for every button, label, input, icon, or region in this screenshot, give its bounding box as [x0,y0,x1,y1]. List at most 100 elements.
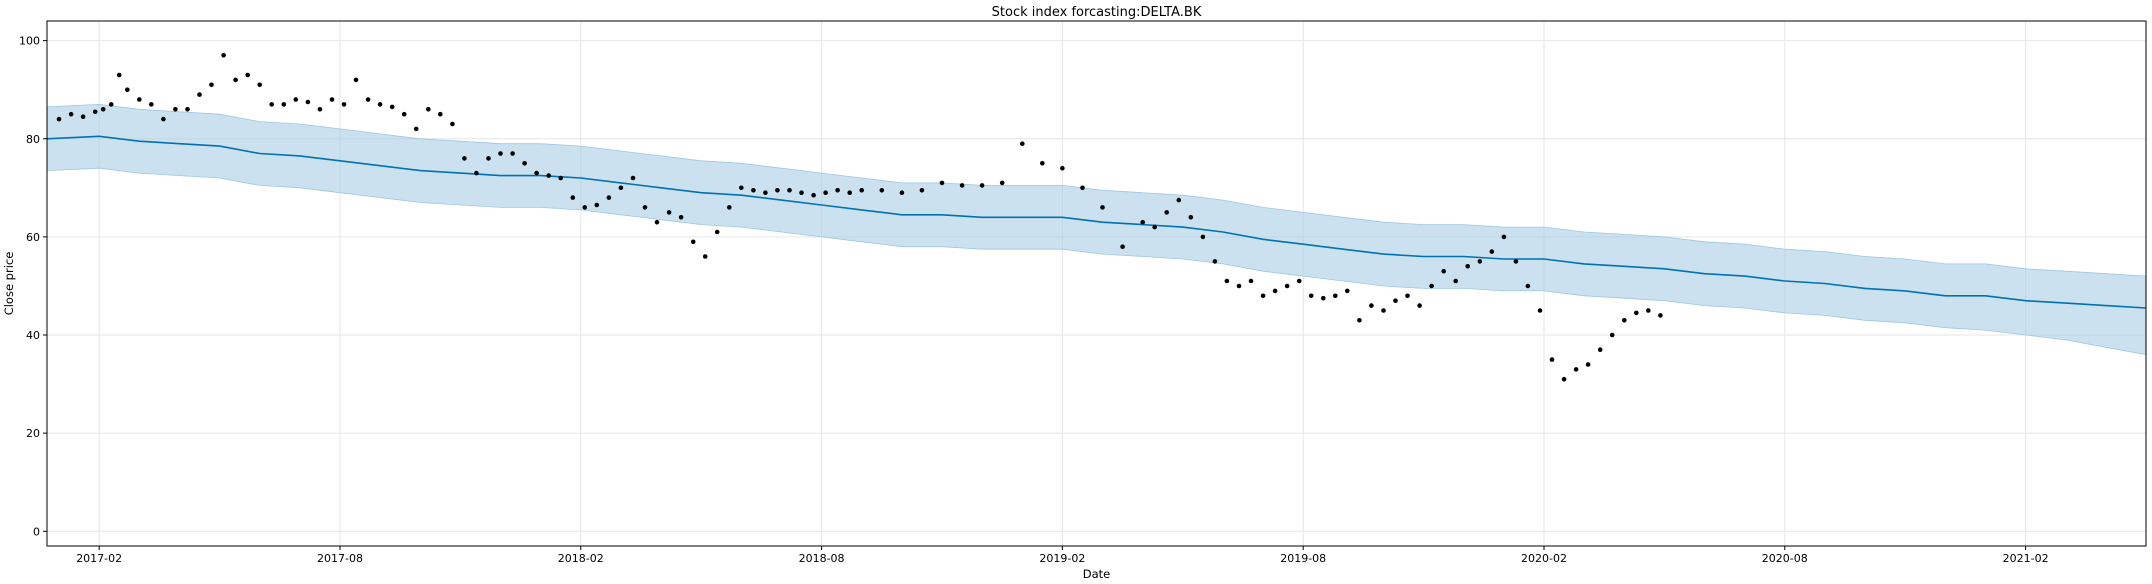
data-point [799,190,804,195]
data-point [939,180,945,186]
y-axis-label: Close price [2,252,16,316]
data-point [1296,278,1302,284]
data-point [714,229,720,235]
data-point [125,87,130,92]
data-point [1658,313,1663,318]
y-tick-label: 100 [19,35,40,48]
data-point [462,156,467,161]
data-point [1212,259,1218,264]
data-point [666,210,672,215]
data-point [498,151,503,156]
data-point [269,102,275,107]
data-point [534,170,539,176]
forecast-line-layer [46,135,2147,309]
x-tick-label: 2018-02 [558,552,604,565]
data-point [835,188,840,193]
data-point [811,192,816,198]
data-point [1393,298,1398,304]
data-point [1561,376,1567,382]
y-tick-label: 0 [33,525,40,538]
y-axis-ticks: 0 20 40 60 80 100 [19,35,47,538]
data-point [317,107,323,112]
data-point [899,190,905,195]
data-point [474,170,479,176]
data-point [558,175,563,181]
data-point [678,215,684,220]
data-point [305,99,311,105]
data-point [690,239,696,245]
y-tick-label: 40 [26,329,40,342]
data-point [209,82,214,88]
y-tick-label: 80 [26,133,40,146]
grid-layer [47,21,2146,546]
data-point [1429,283,1434,289]
data-point [618,185,624,191]
data-point [1501,234,1507,240]
data-point [1284,283,1290,289]
data-point [606,195,612,200]
x-tick-label: 2020-02 [1521,552,1567,565]
data-point [1549,357,1555,362]
data-point [510,151,515,156]
data-point [221,53,226,58]
data-point [1441,268,1446,274]
data-point [1573,367,1579,372]
data-point [1477,259,1483,264]
data-point [281,102,287,107]
y-tick-label: 20 [26,427,40,440]
data-point [1597,347,1603,353]
data-point [879,188,885,193]
data-point [1080,185,1085,191]
data-point [377,102,383,107]
forecast-line [46,135,2147,309]
data-point [1453,278,1458,284]
data-point [161,116,166,122]
x-tick-label: 2020-08 [1762,552,1808,565]
data-point [92,109,98,115]
data-point [1236,283,1242,289]
data-point [1164,210,1169,215]
data-point [1321,295,1326,301]
x-tick-label: 2019-02 [1039,552,1085,565]
data-point [570,195,576,200]
data-point [1020,141,1025,146]
x-tick-label: 2019-08 [1280,552,1326,565]
data-point [450,121,455,127]
data-point [642,205,648,210]
data-point [1381,308,1386,313]
data-point [702,254,708,259]
data-point [1260,293,1266,299]
data-point [1537,308,1543,313]
data-point [365,97,371,102]
data-point [341,102,347,107]
data-point [999,180,1005,186]
data-point [1585,362,1591,367]
data-point [582,205,588,210]
data-point [1152,224,1157,230]
data-point [108,102,114,107]
data-point [1513,259,1519,264]
data-point [979,183,985,188]
data-point [654,219,660,225]
data-point [1272,288,1278,294]
data-point [522,161,527,166]
data-point [751,188,756,193]
data-point [426,107,431,112]
x-tick-label: 2017-08 [317,552,363,565]
data-point [1417,303,1422,308]
data-point [438,111,443,117]
actual-points-layer [56,53,1663,382]
data-point [1100,205,1105,210]
data-point [293,97,299,102]
x-axis-ticks: 2017-02 2017-08 2018-02 2018-08 2019-02 2019-… [76,546,2049,565]
data-point [68,111,74,117]
data-point [823,190,828,195]
x-axis-label: Date [1083,567,1111,581]
data-point [1120,244,1125,249]
data-point [1405,293,1410,299]
data-point [1308,293,1314,299]
data-point [763,190,768,195]
data-point [847,190,852,195]
data-point [1609,332,1615,338]
